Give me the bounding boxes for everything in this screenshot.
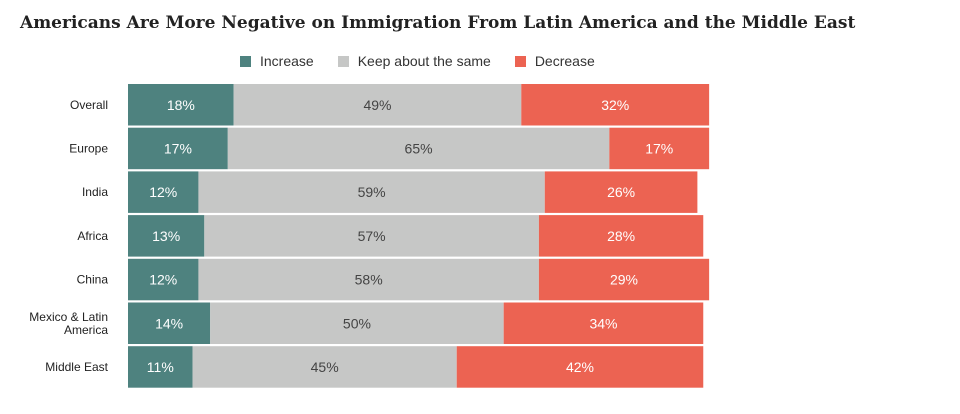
data-label-decrease-china: 29% [610,272,638,288]
data-label-increase-china: 12% [149,272,177,288]
bar-same-overall [233,84,522,126]
category-label-india: India [82,185,108,199]
chart-title: Americans Are More Negative on Immigrati… [20,13,856,33]
bar-increase-middle-east [128,346,193,388]
bar-decrease-mexico-latin-america [503,302,704,344]
category-label-overall: Overall [70,98,108,112]
data-label-same-middle-east: 45% [311,359,339,375]
data-label-increase-india: 12% [149,184,177,200]
bar-same-middle-east [192,346,457,388]
data-label-decrease-europe: 17% [645,140,673,156]
legend-swatch-keep-same [337,55,349,67]
bar-same-india [198,171,545,213]
data-label-decrease-overall: 32% [601,97,629,113]
bar-increase-overall [128,84,234,126]
bar-increase-india [128,171,199,213]
data-label-decrease-mexico-latin-america: 34% [589,315,617,331]
bar-same-africa [204,215,539,257]
data-label-same-india: 59% [358,184,386,200]
legend-item-keep-same: Keep about the same [337,53,491,69]
category-label-europe: Europe [69,141,108,155]
category-label-mexico-latin-america: Mexico & Latin America [29,310,108,337]
data-label-same-mexico-latin-america: 50% [343,315,371,331]
data-label-decrease-india: 26% [607,184,635,200]
bar-increase-china [128,258,199,301]
data-label-same-overall: 49% [363,97,391,113]
data-label-decrease-africa: 28% [607,228,635,244]
legend-swatch-increase [240,55,251,67]
bar-same-europe [227,127,610,170]
legend-item-increase: Increase [240,53,314,69]
data-label-increase-europe: 17% [164,140,192,156]
bar-decrease-africa [538,215,704,257]
data-label-same-europe: 65% [405,140,433,156]
legend-item-decrease: Decrease [514,53,595,69]
bar-decrease-middle-east [456,346,704,388]
legend-label-increase: Increase [260,53,314,69]
bar-same-mexico-latin-america [210,302,504,344]
data-label-same-africa: 57% [358,228,386,244]
legend-label-keep-same: Keep about the same [357,53,491,69]
data-label-decrease-middle-east: 42% [566,359,594,375]
data-label-increase-mexico-latin-america: 14% [155,315,183,331]
legend-label-decrease: Decrease [534,53,595,69]
data-label-increase-africa: 13% [152,228,180,244]
bar-decrease-europe [609,127,710,170]
bar-increase-africa [128,215,205,257]
bar-decrease-india [544,171,698,213]
legend: Increase Keep about the same Decrease [240,52,619,70]
category-label-middle-east: Middle East [45,360,108,374]
legend-swatch-decrease [514,55,526,67]
bar-same-china [198,258,539,301]
category-label-china: China [77,273,109,287]
bar-increase-europe [128,127,228,170]
bar-decrease-china [538,258,710,301]
data-label-increase-overall: 18% [167,97,195,113]
bar-increase-mexico-latin-america [128,302,211,344]
data-label-increase-middle-east: 11% [147,359,174,375]
category-label-africa: Africa [77,229,108,243]
bar-decrease-overall [521,84,710,126]
data-label-same-china: 58% [355,272,383,288]
